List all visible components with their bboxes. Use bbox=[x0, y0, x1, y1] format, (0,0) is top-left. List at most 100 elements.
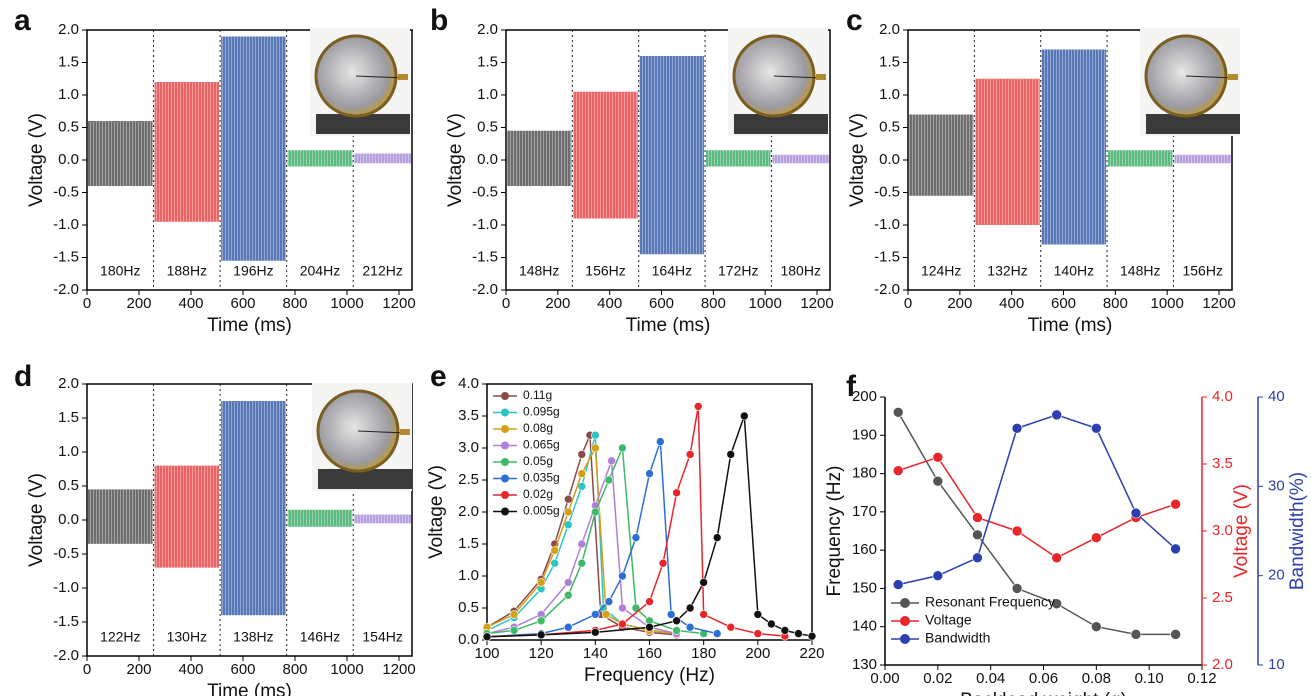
data-point bbox=[1051, 409, 1063, 421]
data-point bbox=[712, 533, 722, 542]
y3-axis-title: Bandwidth(%) bbox=[1287, 472, 1308, 590]
wave-texture bbox=[88, 121, 153, 186]
y-tick-label: 4.0 bbox=[458, 375, 479, 392]
legend-marker bbox=[501, 441, 509, 450]
legend-label: 0.005g bbox=[523, 504, 560, 518]
data-point bbox=[563, 578, 573, 587]
data-point bbox=[1011, 583, 1023, 594]
y-axis-title: Voltage (V) bbox=[445, 113, 466, 207]
data-point bbox=[563, 622, 573, 632]
wave-texture bbox=[1108, 150, 1173, 167]
data-point bbox=[672, 616, 681, 626]
y-tick-label: 0.5 bbox=[879, 118, 900, 135]
series-line bbox=[486, 460, 677, 635]
wave-texture bbox=[221, 36, 286, 261]
data-point bbox=[726, 622, 736, 632]
data-point bbox=[892, 407, 904, 418]
x-tick-label: 0.12 bbox=[1187, 670, 1216, 687]
clamp bbox=[398, 74, 408, 80]
data-point bbox=[550, 558, 560, 568]
ruler bbox=[316, 114, 410, 134]
x-tick-label: 100 bbox=[474, 645, 499, 662]
y-tick-label: -0.5 bbox=[472, 183, 498, 200]
segment-label: 180Hz bbox=[780, 263, 820, 279]
y-tick-label: 130 bbox=[852, 656, 877, 673]
x-tick-label: 400 bbox=[999, 295, 1024, 312]
data-point bbox=[563, 507, 573, 517]
legend-marker bbox=[501, 392, 509, 400]
x-tick-label: 220 bbox=[799, 645, 824, 662]
x-tick-label: 0 bbox=[83, 295, 91, 312]
x-tick-label: 0.08 bbox=[1082, 670, 1111, 687]
x-tick-label: 120 bbox=[529, 645, 554, 662]
wave-texture bbox=[287, 509, 353, 527]
y3-tick-label: 20 bbox=[1268, 567, 1285, 584]
data-point bbox=[1091, 532, 1102, 544]
y-tick-label: 2.0 bbox=[477, 21, 498, 38]
data-point bbox=[780, 626, 790, 635]
clamp bbox=[400, 429, 410, 435]
y-tick-label: 1.0 bbox=[58, 443, 79, 460]
data-point bbox=[604, 475, 614, 485]
y3-tick-label: 10 bbox=[1268, 656, 1285, 673]
segment-label: 204Hz bbox=[300, 263, 340, 279]
x-axis-title: Backload weight (g) bbox=[960, 690, 1127, 696]
x-tick-label: 800 bbox=[282, 661, 307, 678]
segment-label: 156Hz bbox=[1182, 263, 1222, 279]
y-tick-label: 2.5 bbox=[458, 471, 479, 488]
x-axis-title: Frequency (Hz) bbox=[584, 665, 715, 686]
y-tick-label: 0.5 bbox=[58, 477, 79, 494]
data-point bbox=[753, 610, 763, 619]
x-tick-label: 0.02 bbox=[923, 670, 952, 687]
x-tick-label: 600 bbox=[230, 295, 255, 312]
y-tick-label: 160 bbox=[852, 541, 877, 558]
x-tick-label: 1200 bbox=[382, 661, 415, 678]
data-point bbox=[666, 610, 676, 619]
segment-label: 132Hz bbox=[987, 263, 1027, 279]
data-point bbox=[807, 631, 817, 641]
x-tick-label: 600 bbox=[649, 295, 674, 312]
segment-label: 148Hz bbox=[1120, 263, 1160, 279]
segment-label: 172Hz bbox=[718, 263, 758, 279]
x-tick-label: 1000 bbox=[749, 295, 782, 312]
data-point bbox=[892, 579, 904, 590]
y-tick-label: -1.0 bbox=[874, 216, 900, 233]
data-point bbox=[550, 546, 560, 555]
data-point bbox=[658, 558, 668, 568]
wave-texture bbox=[706, 150, 771, 167]
segment-label: 188Hz bbox=[167, 263, 207, 279]
y-tick-label: -2.0 bbox=[874, 281, 900, 298]
y-tick-label: 0.5 bbox=[477, 118, 498, 135]
data-point bbox=[972, 552, 983, 564]
x-tick-label: 200 bbox=[545, 295, 570, 312]
data-point bbox=[739, 411, 749, 421]
x-tick-label: 0.06 bbox=[1029, 670, 1058, 687]
x-tick-label: 200 bbox=[126, 295, 151, 312]
segment-label: 212Hz bbox=[362, 263, 402, 279]
x-tick-label: 1200 bbox=[1202, 295, 1235, 312]
data-point bbox=[482, 632, 492, 642]
legend-label: 0.08g bbox=[523, 421, 553, 435]
needle bbox=[357, 430, 407, 434]
data-point bbox=[577, 558, 587, 568]
data-point bbox=[1051, 598, 1063, 610]
data-point bbox=[1170, 629, 1181, 640]
y-axis-title: Voltage (V) bbox=[26, 113, 47, 207]
legend-marker bbox=[900, 598, 910, 608]
legend-label: 0.11g bbox=[523, 388, 552, 402]
wave-texture bbox=[354, 153, 411, 164]
data-point bbox=[712, 629, 722, 638]
y-tick-label: 0.0 bbox=[477, 151, 498, 168]
wave-texture bbox=[772, 154, 829, 164]
y-tick-label: 0.0 bbox=[458, 631, 479, 648]
data-point bbox=[932, 570, 944, 581]
x-tick-label: 0.10 bbox=[1135, 670, 1164, 687]
y-tick-label: 190 bbox=[852, 426, 877, 443]
x-tick-label: 0 bbox=[83, 661, 91, 678]
y-axis-title: Voltage (V) bbox=[426, 465, 447, 559]
y-tick-label: 170 bbox=[852, 503, 877, 520]
y-tick-label: 0.0 bbox=[58, 511, 79, 528]
data-point bbox=[767, 619, 776, 629]
y-tick-label: 1.5 bbox=[58, 409, 79, 426]
